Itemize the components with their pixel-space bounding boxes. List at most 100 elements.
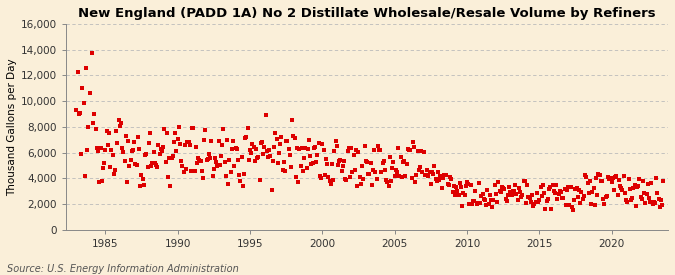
Point [331, 144, 342, 148]
Point [307, 161, 318, 165]
Point [163, 175, 173, 180]
Point [356, 164, 367, 168]
Point [421, 173, 431, 178]
Point [322, 162, 333, 166]
Point [494, 188, 505, 193]
Point [178, 170, 189, 174]
Point [643, 181, 653, 186]
Point [657, 202, 668, 207]
Point [103, 143, 113, 147]
Point [328, 178, 339, 182]
Point [551, 183, 562, 187]
Point [439, 172, 450, 177]
Point [77, 86, 88, 90]
Point [192, 161, 202, 166]
Point [606, 180, 617, 184]
Point [603, 175, 614, 179]
Point [109, 172, 119, 176]
Point [317, 141, 328, 146]
Point [308, 145, 319, 150]
Point [520, 201, 531, 206]
Point [385, 155, 396, 160]
Point [132, 135, 143, 139]
Point [481, 203, 491, 207]
Point [147, 161, 158, 166]
Point [497, 186, 508, 190]
Point [586, 202, 597, 206]
Point [107, 152, 118, 157]
Point [218, 126, 229, 131]
Point [542, 197, 553, 201]
Point [255, 141, 266, 145]
Point [126, 149, 137, 153]
Point [316, 176, 327, 180]
Point [106, 147, 117, 152]
Point [219, 160, 230, 164]
Point [392, 169, 402, 174]
Point [78, 101, 89, 105]
Point [140, 153, 151, 157]
Point [352, 184, 362, 188]
Point [495, 190, 506, 194]
Point [84, 91, 95, 96]
Point [506, 193, 517, 197]
Point [599, 202, 610, 206]
Point [402, 147, 413, 151]
Point [195, 158, 206, 163]
Point [554, 192, 564, 196]
Point [493, 180, 504, 184]
Point [475, 201, 485, 206]
Point [559, 187, 570, 191]
Point [362, 160, 373, 164]
Point [491, 199, 502, 204]
Point [516, 195, 526, 200]
Point [371, 177, 382, 181]
Point [413, 168, 424, 172]
Point [202, 157, 213, 162]
Point [287, 118, 298, 123]
Point [235, 179, 246, 183]
Point [643, 196, 654, 200]
Point [523, 195, 534, 200]
Point [577, 196, 588, 201]
Point [166, 155, 177, 160]
Point [440, 172, 451, 177]
Point [594, 172, 605, 177]
Point [82, 147, 92, 152]
Point [269, 145, 279, 150]
Point [321, 157, 331, 161]
Point [500, 197, 511, 202]
Point [446, 177, 457, 181]
Point [182, 140, 192, 145]
Point [206, 139, 217, 143]
Point [368, 168, 379, 173]
Point [485, 193, 495, 197]
Point [338, 163, 348, 168]
Point [611, 174, 622, 178]
Point [95, 146, 106, 150]
Point [406, 175, 417, 180]
Point [241, 134, 252, 139]
Point [610, 175, 620, 179]
Point [540, 207, 551, 211]
Point [362, 172, 373, 177]
Point [258, 152, 269, 156]
Point [402, 162, 412, 166]
Point [310, 145, 321, 149]
Point [566, 204, 577, 209]
Point [563, 185, 574, 189]
Point [576, 190, 587, 194]
Point [242, 126, 253, 130]
Point [215, 154, 226, 158]
Point [480, 197, 491, 202]
Point [80, 174, 90, 178]
Point [157, 149, 167, 154]
Point [568, 208, 578, 212]
Point [528, 203, 539, 208]
Point [181, 167, 192, 172]
Point [630, 204, 641, 208]
Point [89, 112, 100, 116]
Point [598, 197, 609, 201]
Point [456, 184, 466, 189]
Point [454, 181, 465, 186]
